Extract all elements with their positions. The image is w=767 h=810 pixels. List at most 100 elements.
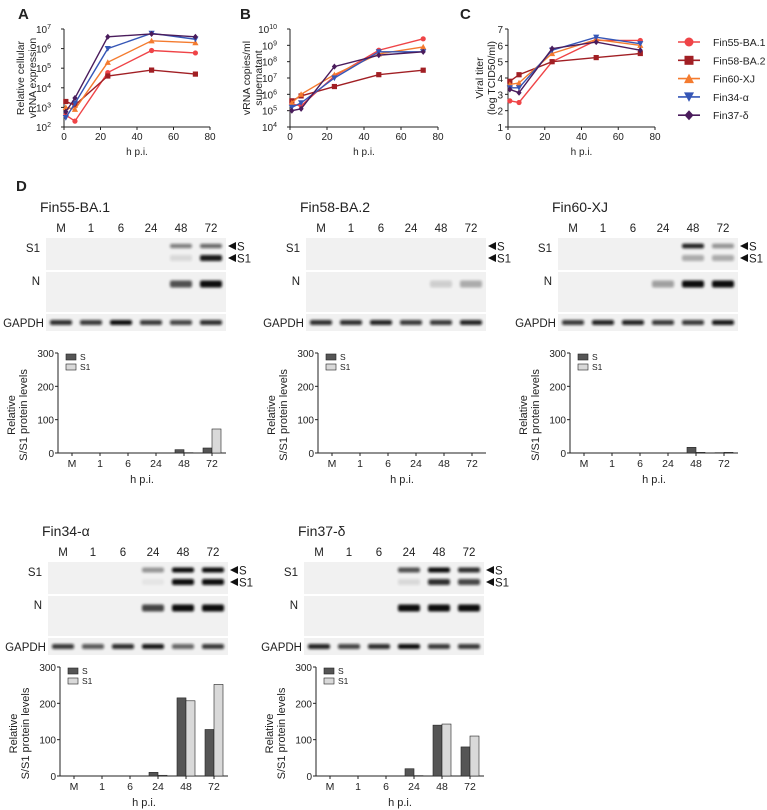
marker-triangle-up <box>192 39 199 46</box>
x-tick-label: M <box>68 458 77 470</box>
blot-title: Fin37-δ <box>298 523 346 539</box>
x-tick-label: 80 <box>432 132 444 143</box>
marker-triangle-up <box>288 99 295 106</box>
marker-circle <box>72 118 78 124</box>
y-tick-label: 100 <box>297 416 314 427</box>
y-axis-label: (log TCID50/ml) <box>486 41 498 115</box>
marker-triangle-down <box>104 46 111 52</box>
band-N <box>142 604 164 612</box>
bar-chart: 0 100 200 300 M 1 6 24 48 72 h p.i. Relative S/S1 pr… <box>8 663 228 809</box>
band-GAPDH <box>592 320 614 325</box>
marker-diamond <box>331 63 337 70</box>
y-tick-label: 0 <box>306 772 312 783</box>
band-GAPDH <box>400 320 422 325</box>
band-GAPDH <box>460 320 482 325</box>
x-tick-label: M <box>70 781 79 793</box>
band-GAPDH <box>398 644 420 649</box>
y-tick-label: 200 <box>295 699 312 710</box>
lane-label: 1 <box>348 223 354 235</box>
series-Fin58-BA.2 <box>507 50 643 84</box>
band-S <box>682 243 704 249</box>
band-GAPDH <box>370 320 392 325</box>
exponent: 7 <box>47 24 51 31</box>
x-tick-label: 48 <box>178 458 190 470</box>
exponent: 8 <box>273 57 277 64</box>
row-label: N <box>292 276 300 288</box>
y-tick-label: 0 <box>308 449 314 460</box>
band-S <box>170 243 192 249</box>
series-Fin58-BA.2 <box>63 67 198 108</box>
bar-S <box>404 768 415 777</box>
bar-S <box>204 729 215 777</box>
marker-triangle-up <box>71 106 79 112</box>
marker-circle <box>420 36 426 42</box>
y-tick-label: 300 <box>549 349 566 360</box>
marker-diamond <box>516 89 522 96</box>
marker-square <box>149 67 155 73</box>
lane-label: M <box>568 223 578 235</box>
y-tick-label: 300 <box>297 349 314 360</box>
exponent: 4 <box>273 122 277 129</box>
band-GAPDH <box>430 320 452 325</box>
series-Fin37-δ <box>289 48 426 114</box>
x-tick-label: 0 <box>505 132 511 143</box>
arrowhead-icon <box>488 254 496 262</box>
x-tick-label: 60 <box>613 132 625 143</box>
legend-swatch-S <box>323 667 335 675</box>
blot-strip-gapdh <box>306 314 486 331</box>
lane-label: M <box>314 547 324 559</box>
legend-label: S <box>340 352 346 362</box>
x-tick-label: 48 <box>180 781 192 793</box>
y-tick-label: 200 <box>37 382 54 393</box>
blot-strip-gapdh <box>558 314 738 331</box>
blot-strip-s1 <box>306 238 486 270</box>
x-tick-label: 72 <box>718 458 730 470</box>
blot-strip-s1 <box>558 238 738 270</box>
marker-diamond <box>684 110 694 121</box>
blot-strip-s1 <box>46 238 226 270</box>
band-S <box>458 567 480 573</box>
row-label: S1 <box>538 243 552 255</box>
row-label: GAPDH <box>263 318 304 330</box>
y-tick-label: 300 <box>37 349 54 360</box>
y-axis-label: vRNA copies/ml <box>241 41 253 115</box>
x-tick-label: 1 <box>355 781 361 793</box>
arrowhead-icon <box>230 578 238 586</box>
row-label: GAPDH <box>5 642 46 654</box>
marker-square <box>331 83 337 90</box>
y-tick-label: 100 <box>549 416 566 427</box>
marker-circle <box>149 47 155 54</box>
marker-square <box>105 73 111 79</box>
marker-square <box>684 55 694 65</box>
legend-item: Fin55-BA.1 <box>678 37 766 49</box>
band-GAPDH <box>142 644 164 649</box>
y-axis-label: Relative <box>518 395 530 435</box>
lane-label: 1 <box>346 547 352 559</box>
legend-label: Fin58-BA.2 <box>713 55 766 67</box>
bar-S1 <box>211 428 222 454</box>
band-GAPDH <box>82 644 104 649</box>
band-GAPDH <box>712 320 734 325</box>
blot-strip-n <box>46 272 226 312</box>
exponent: 5 <box>47 63 51 70</box>
band-GAPDH <box>458 644 480 649</box>
marker-square <box>192 71 198 77</box>
legend-swatch-S <box>67 667 79 675</box>
y-tick-label: 100 <box>37 416 54 427</box>
series-Fin37-δ <box>507 38 643 96</box>
blot-panel-Fin58-BA.2: Fin58-BA.2M 1 6 24 48 72S1NGAPDHSS10100200300… <box>263 199 511 486</box>
legend-label: Fin55-BA.1 <box>713 37 766 49</box>
x-tick-label: M <box>580 458 589 470</box>
marker-circle <box>684 37 694 47</box>
band-GAPDH <box>338 644 360 649</box>
band-S <box>202 567 224 573</box>
blot-strip-s1 <box>48 562 228 594</box>
marker-diamond <box>289 107 295 114</box>
panel-letter-A: A <box>18 6 29 23</box>
band-S <box>428 567 450 573</box>
lane-label: 48 <box>433 547 446 559</box>
